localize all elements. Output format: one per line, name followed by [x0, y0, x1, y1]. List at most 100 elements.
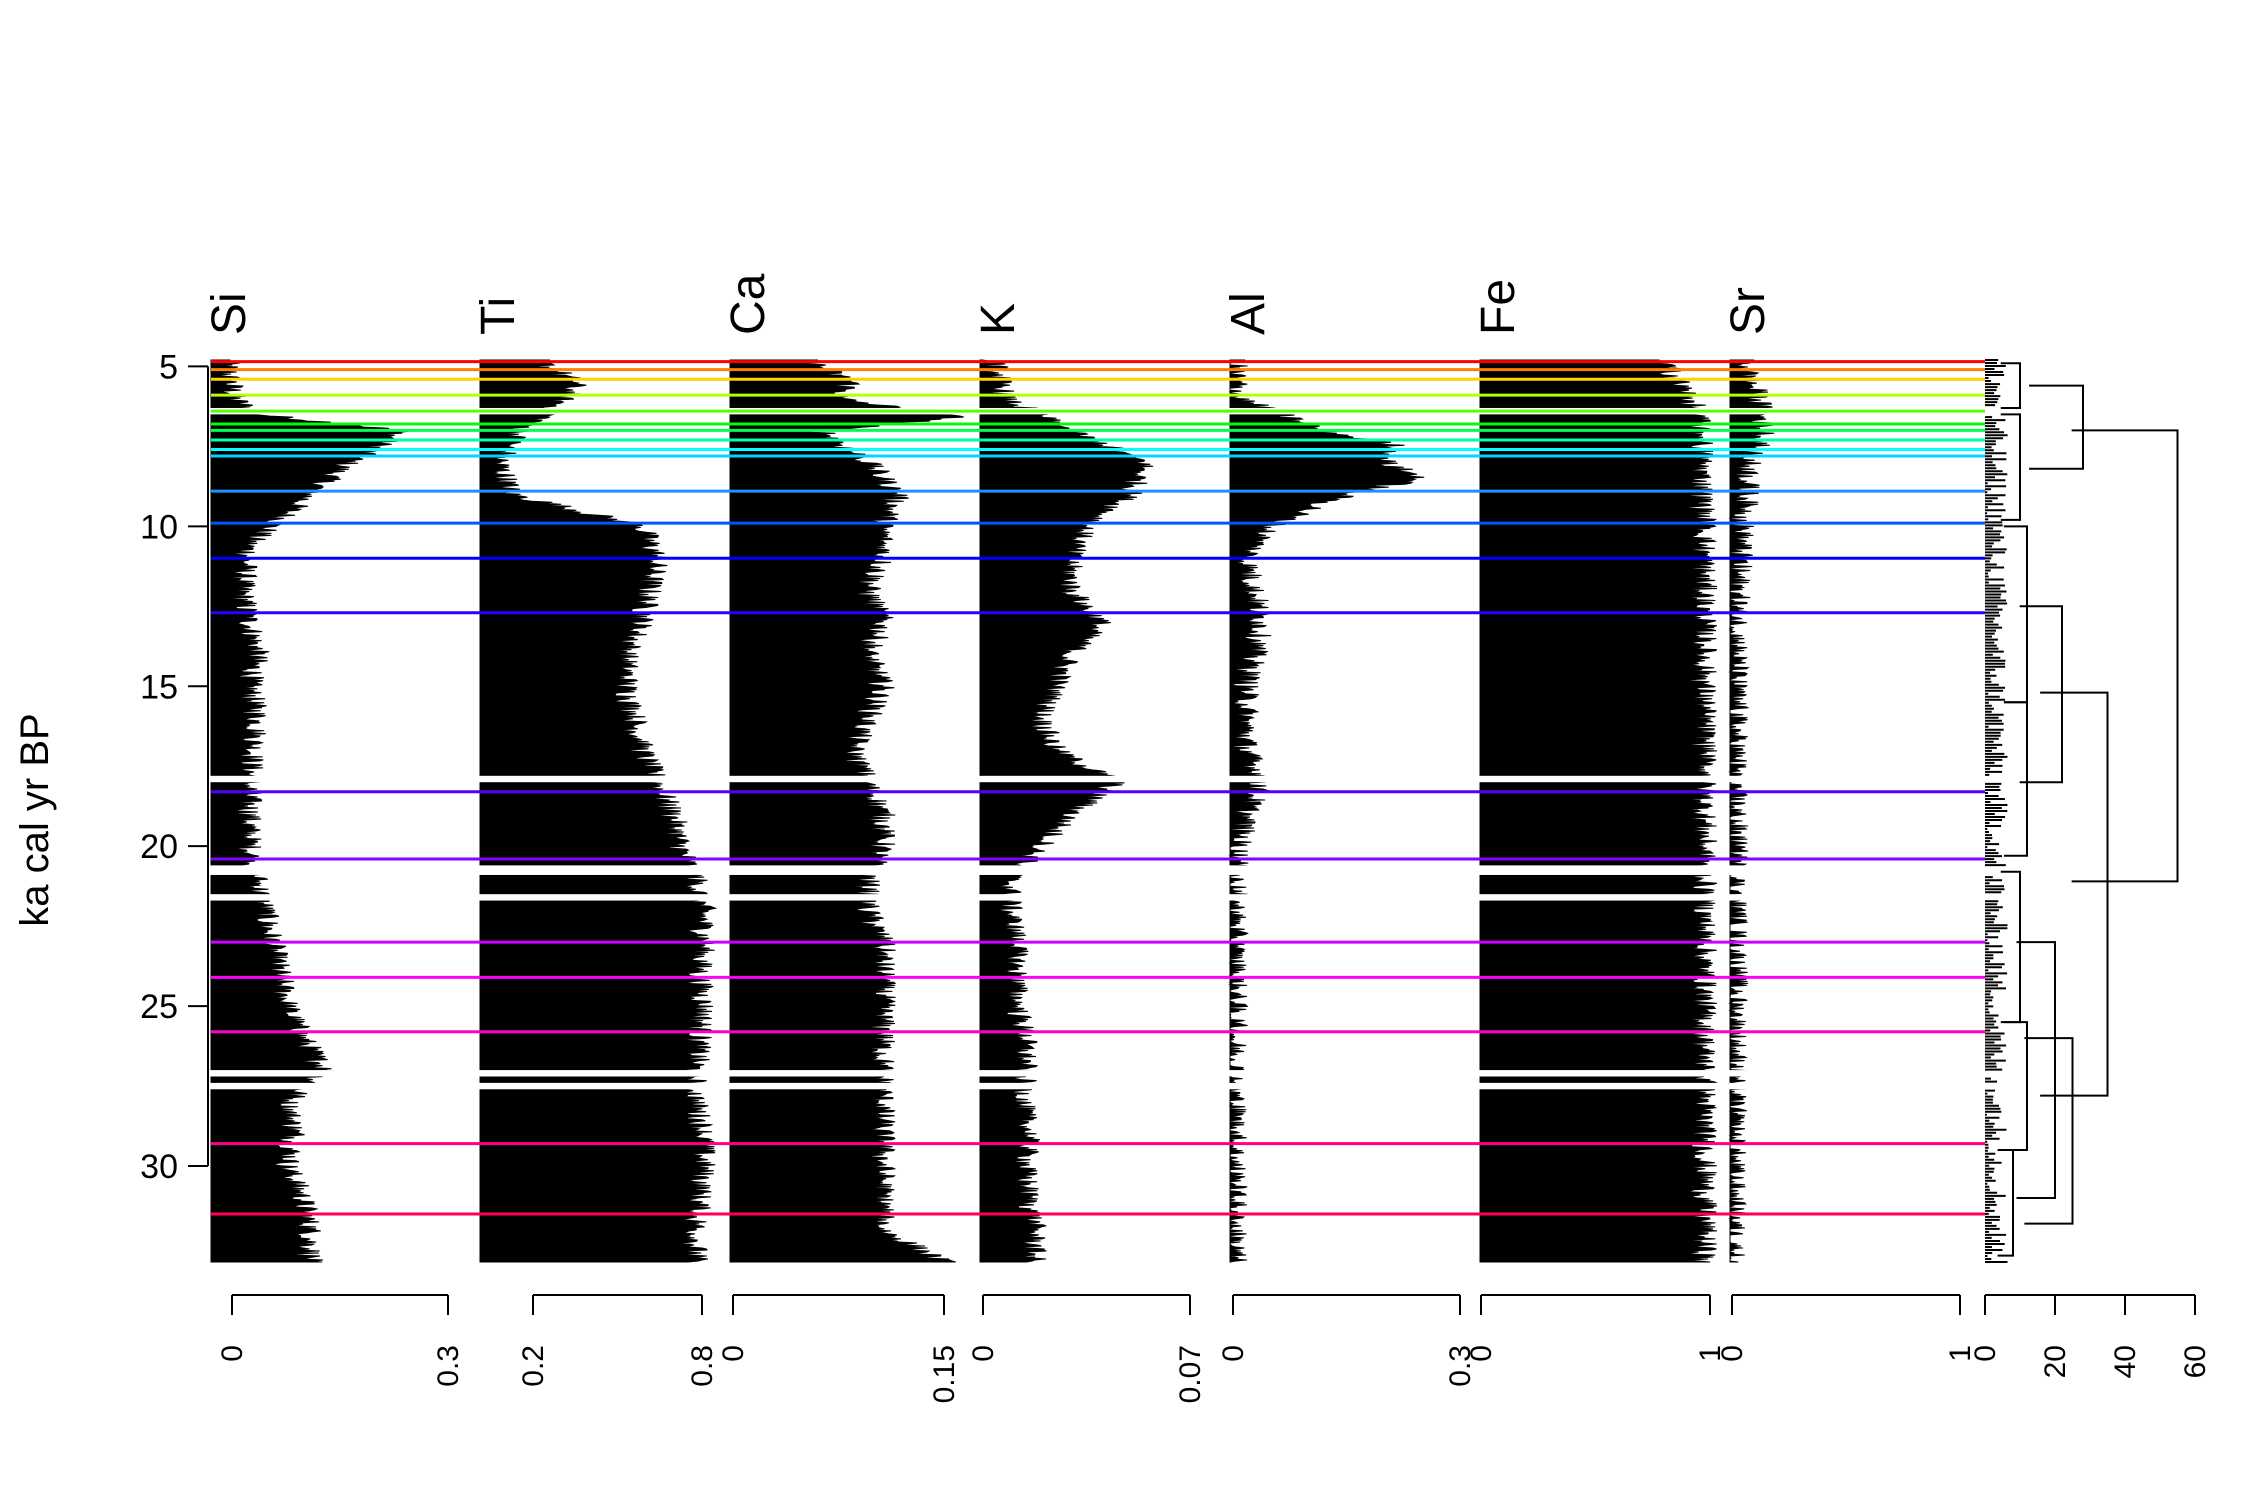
core-gap	[979, 1082, 1201, 1090]
panel-title-fe: Fe	[1472, 279, 1525, 335]
core-gap	[210, 1082, 449, 1090]
x-tick-label: 0.2	[517, 1345, 550, 1387]
core-gap	[979, 775, 1201, 783]
core-gap	[1229, 1070, 1471, 1077]
core-gap	[979, 865, 1201, 875]
core-gap	[210, 775, 449, 783]
x-tick-label: 0	[1716, 1345, 1749, 1362]
panel-sr: Sr	[1722, 287, 1971, 1263]
panel-title-k: K	[972, 303, 1025, 335]
x-tick-label: 1	[1944, 1345, 1977, 1362]
y-tick-label: 15	[140, 668, 178, 706]
panel-k: K	[972, 303, 1201, 1263]
x-axis-al: 0 0.3	[1217, 1294, 1477, 1387]
panel-fe-profile	[1479, 359, 1719, 1263]
core-gap	[479, 775, 721, 783]
x-axis-k: 0 0.07	[967, 1294, 1207, 1403]
panel-ca: Ca	[722, 273, 969, 1263]
core-gap	[1729, 865, 1971, 875]
x-tick-label: 0	[1465, 1345, 1498, 1362]
panel-si-profile	[210, 359, 409, 1263]
panel-k-profile	[979, 359, 1154, 1263]
dendrogram-merge	[2003, 525, 2028, 704]
dendrogram-merge	[2000, 870, 2021, 1024]
x-tick-label: 0	[717, 1345, 750, 1362]
cluster-dendrogram	[1985, 359, 2179, 1263]
x-tick-label: 0	[1969, 1345, 2002, 1362]
y-tick-label: 30	[140, 1148, 178, 1186]
element-panels: Si Ti Ca K Al Fe Sr	[203, 273, 1971, 1263]
core-gap	[1479, 894, 1719, 901]
dendrogram-merge	[2040, 691, 2109, 1097]
core-gap	[1229, 775, 1471, 783]
x-axis-dendrogram: 0 20 40 60	[1969, 1294, 2212, 1378]
x-tick-label: 60	[2179, 1345, 2212, 1378]
dendrogram-merge	[2000, 413, 2021, 521]
x-axis-ca: 0 0.15	[717, 1294, 961, 1403]
panel-si: Si	[203, 292, 449, 1263]
core-gap	[1729, 775, 1971, 783]
x-tick-label: 20	[2039, 1345, 2072, 1378]
y-axis-label: ka cal yr BP	[13, 713, 57, 926]
panel-fe: Fe	[1472, 279, 1719, 1263]
x-tick-label: 0	[967, 1345, 1000, 1362]
core-gap	[729, 1070, 969, 1077]
dendrogram-merge	[2071, 429, 2179, 883]
y-tick-label: 10	[140, 508, 178, 546]
x-tick-label: 0.07	[1174, 1345, 1207, 1403]
core-gap	[210, 894, 449, 901]
panel-title-ca: Ca	[722, 273, 775, 335]
element-x-axes: 0 0.3 0.2 0.80 0.15 0 0.07 0 0.30 10 10 20 40 60	[216, 1294, 2212, 1403]
panel-sr-profile	[1728, 359, 1776, 1263]
core-gap	[479, 894, 721, 901]
core-gap	[979, 1070, 1201, 1077]
dendrogram-leaves	[1985, 359, 2008, 1263]
x-axis-si: 0 0.3	[216, 1294, 465, 1387]
core-gap	[1479, 1082, 1719, 1090]
y-tick-label: 5	[159, 348, 178, 386]
panel-title-al: Al	[1222, 292, 1275, 335]
core-gap	[479, 1070, 721, 1077]
core-gap	[210, 865, 449, 875]
core-gap	[479, 1082, 721, 1090]
x-tick-label: 0.8	[686, 1345, 719, 1387]
dendrogram-merge	[2029, 384, 2084, 470]
core-gap	[210, 1070, 449, 1077]
core-gap	[729, 894, 969, 901]
panel-ca-profile	[729, 359, 964, 1263]
dendrogram-merge	[2016, 941, 2056, 1200]
core-gap	[1479, 1070, 1719, 1077]
core-gap	[1729, 894, 1971, 901]
x-tick-label: 1	[1694, 1345, 1727, 1362]
panel-al: Al	[1222, 292, 1471, 1263]
age-axis: ka cal yr BP 5 10 15 20 25 30	[13, 348, 209, 1186]
panel-title-ti: Ti	[472, 297, 525, 335]
dendrogram-merge	[2024, 1037, 2074, 1225]
panel-title-si: Si	[203, 292, 256, 335]
y-tick-label: 20	[140, 828, 178, 866]
core-gap	[729, 775, 969, 783]
zone-boundary-lines	[211, 360, 1985, 1216]
x-axis-ti: 0.2 0.8	[517, 1294, 719, 1387]
dendrogram-merge	[2019, 605, 2063, 784]
core-gap	[479, 865, 721, 875]
dendrogram-merge	[2003, 701, 2028, 857]
x-tick-label: 40	[2109, 1345, 2142, 1378]
x-tick-label: 0.15	[928, 1345, 961, 1403]
core-gap	[1729, 1070, 1971, 1077]
core-gap	[729, 1082, 969, 1090]
core-gap	[1479, 775, 1719, 783]
core-gap	[729, 865, 969, 875]
core-gap	[1479, 865, 1719, 875]
x-tick-label: 0.3	[1444, 1345, 1477, 1387]
x-tick-label: 0.3	[432, 1345, 465, 1387]
y-tick-label: 25	[140, 988, 178, 1026]
x-tick-label: 0	[1217, 1345, 1250, 1362]
panel-title-sr: Sr	[1722, 287, 1775, 335]
core-gap	[1229, 1082, 1471, 1090]
panel-ti-profile	[479, 359, 718, 1263]
core-gap	[979, 894, 1201, 901]
